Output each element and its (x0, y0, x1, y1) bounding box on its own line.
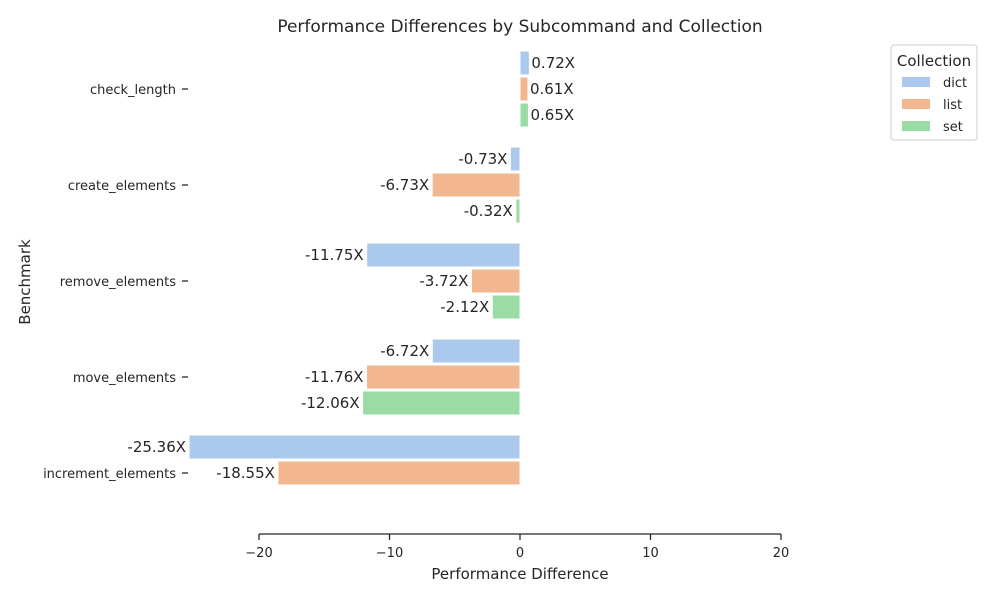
bar-data-label: -11.76X (305, 368, 364, 386)
x-tick-label: 20 (773, 546, 790, 561)
y-tick-label: remove_elements (60, 275, 176, 290)
legend-label-dict: dict (943, 76, 967, 91)
bar-data-label: -12.06X (301, 394, 360, 412)
bars-group: 0.72X 0.61X 0.65X -0.73X -6.73X -0.32X -11.75X… (127, 50, 575, 486)
bar-list-check_length (519, 76, 529, 102)
bar-set-remove_elements (491, 294, 521, 320)
y-tick-label: increment_elements (43, 467, 176, 482)
legend-swatch-set (902, 121, 930, 131)
bar-data-label: -0.73X (458, 150, 507, 168)
y-axis-label: Benchmark (16, 239, 34, 325)
bar-dict-remove_elements (366, 242, 521, 268)
bar-list-increment_elements (277, 460, 521, 486)
legend-title: Collection (897, 52, 971, 70)
bar-dict-increment_elements (188, 434, 521, 460)
legend-frame (890, 44, 978, 141)
bar-data-label: 0.61X (530, 80, 574, 98)
bar-data-label: -6.73X (380, 176, 429, 194)
bar-set-move_elements (362, 390, 521, 416)
bar-list-remove_elements (470, 268, 521, 294)
bar-dict-check_length (519, 50, 530, 76)
bar-data-label: -18.55X (216, 464, 275, 482)
bar-data-label: -0.32X (464, 202, 513, 220)
bar-data-label: 0.72X (531, 54, 575, 72)
x-tick-label: −10 (376, 546, 403, 561)
y-tick-label: move_elements (73, 371, 176, 386)
bar-set-create_elements (515, 198, 521, 224)
bar-data-label: -6.72X (380, 342, 429, 360)
bar-list-create_elements (431, 172, 521, 198)
x-tick-label: 10 (642, 546, 659, 561)
bar-dict-create_elements (509, 146, 521, 172)
y-axis: check_length create_elements remove_elemen… (43, 83, 188, 482)
chart-title: Performance Differences by Subcommand an… (277, 17, 762, 37)
y-tick-label: check_length (90, 83, 176, 98)
x-tick-label: −20 (245, 546, 272, 561)
bar-dict-move_elements (431, 338, 521, 364)
bar-data-label: -25.36X (127, 438, 186, 456)
bar-data-label: 0.65X (530, 106, 574, 124)
bar-set-check_length (519, 102, 529, 128)
bar-data-label: -2.12X (440, 298, 489, 316)
x-tick-label: 0 (516, 546, 524, 561)
legend: Collection dict list set (890, 44, 978, 141)
x-axis: −20 −10 0 10 20 (245, 533, 790, 561)
bar-list-move_elements (366, 364, 521, 390)
bar-data-label: -11.75X (305, 246, 364, 264)
y-tick-label: create_elements (68, 179, 176, 194)
legend-swatch-list (902, 99, 930, 109)
x-axis-label: Performance Difference (431, 565, 608, 583)
legend-label-list: list (943, 98, 962, 113)
legend-swatch-dict (902, 77, 930, 87)
bar-data-label: -3.72X (419, 272, 468, 290)
legend-label-set: set (943, 120, 963, 135)
